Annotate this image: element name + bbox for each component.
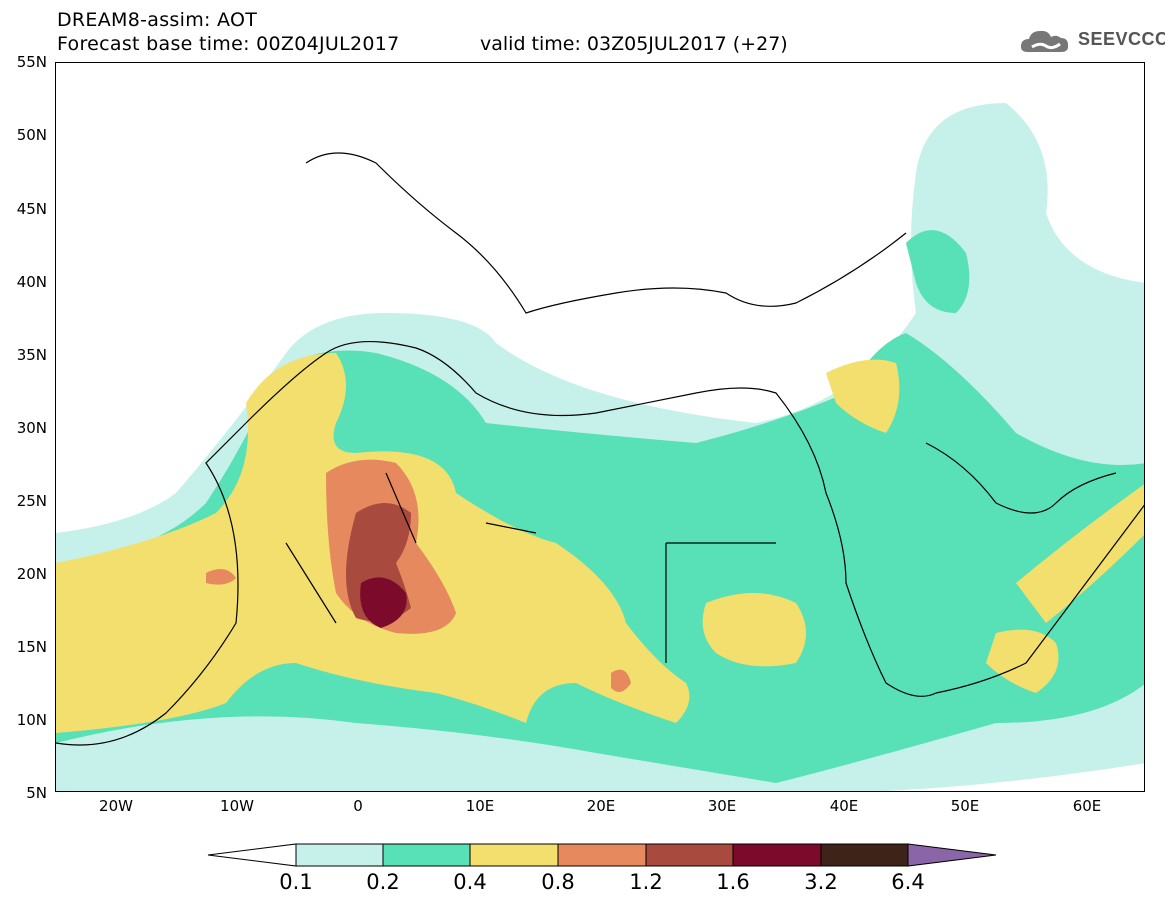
aot-map (55, 62, 1145, 792)
colorbar-tick-label: 0.1 (279, 870, 313, 894)
colorbar-low-arrow (207, 843, 297, 867)
lat-label: 35N (16, 346, 47, 364)
colorbar-bin (820, 843, 909, 867)
map-title: DREAM8-assim: AOT (57, 9, 258, 31)
seevccc-logo: SEEVCCC (1018, 26, 1165, 56)
lat-label: 55N (16, 53, 47, 71)
valid-time: valid time: 03Z05JUL2017 (+27) (480, 33, 788, 55)
lon-label: 40E (829, 797, 859, 815)
lon-label: 50E (950, 797, 980, 815)
lat-label: 5N (26, 784, 47, 802)
colorbar-high-arrow (907, 843, 997, 867)
colorbar-tick-label: 6.4 (891, 870, 925, 894)
aot-1.6-3.2-region (360, 577, 407, 628)
logo-text: SEEVCCC (1078, 29, 1165, 49)
lat-label: 20N (16, 565, 47, 583)
lat-label: 50N (16, 126, 47, 144)
lon-label: 10W (220, 797, 254, 815)
aot-field (56, 103, 1144, 791)
colorbar-bin (732, 843, 822, 867)
lon-label: 20E (586, 797, 616, 815)
lon-label: 60E (1072, 797, 1102, 815)
colorbar-bin (295, 843, 384, 867)
coastlines (56, 152, 1144, 746)
colorbar-bin (557, 843, 647, 867)
lat-label: 25N (16, 492, 47, 510)
colorbar-tick-label: 0.2 (366, 870, 400, 894)
forecast-base-time: Forecast base time: 00Z04JUL2017 (57, 33, 400, 55)
lon-label: 0 (353, 797, 363, 815)
lon-label: 30E (707, 797, 737, 815)
lon-label: 20W (99, 797, 133, 815)
colorbar-tick-label: 0.4 (453, 870, 487, 894)
lat-label: 45N (16, 200, 47, 218)
lon-label: 10E (465, 797, 495, 815)
colorbar-bin (382, 843, 471, 867)
cloud-logo-icon (1020, 30, 1069, 52)
colorbar-tick-label: 3.2 (804, 870, 838, 894)
aot-colorbar (207, 843, 997, 867)
colorbar-bin (469, 843, 559, 867)
lat-label: 30N (16, 419, 47, 437)
colorbar-tick-label: 1.6 (716, 870, 750, 894)
lat-label: 10N (16, 711, 47, 729)
colorbar-tick-label: 0.8 (541, 870, 575, 894)
colorbar-tick-label: 1.2 (629, 870, 663, 894)
lat-label: 40N (16, 273, 47, 291)
lat-label: 15N (16, 638, 47, 656)
colorbar-bin (645, 843, 734, 867)
